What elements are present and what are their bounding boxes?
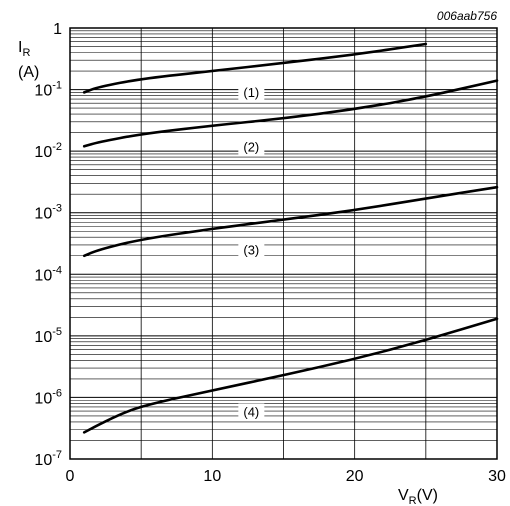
curve-labels: (1) (2) (3) (4) <box>238 84 265 421</box>
curve-line <box>82 79 499 148</box>
x-axis-symbol: V <box>398 487 409 504</box>
y-tick-label: 10-7 <box>34 449 62 469</box>
curve-label-bg <box>238 138 265 156</box>
y-tick-base: 1 <box>53 21 62 38</box>
y-tick-label: 10-5 <box>34 326 62 346</box>
y-tick-base: 10 <box>34 329 52 346</box>
y-tick-exponent: -6 <box>52 387 62 399</box>
y-tick-base: 10 <box>34 206 52 223</box>
x-tick-label: 10 <box>203 468 221 485</box>
y-tick-exponent: -4 <box>52 264 62 276</box>
y-tick-label: 10-6 <box>34 387 62 407</box>
figure-code: 006aab756 <box>437 9 497 23</box>
curve-label-bg <box>238 84 265 102</box>
y-tick-base: 10 <box>34 144 52 161</box>
y-tick-base: 10 <box>34 390 52 407</box>
y-tick-exponent: -3 <box>52 203 62 215</box>
y-tick-labels: 110-110-210-310-410-510-610-7 <box>34 21 62 469</box>
y-tick-exponent: -7 <box>52 449 62 461</box>
curve-label: (1) <box>243 85 259 100</box>
y-tick-label: 10-4 <box>34 264 62 284</box>
curve-label-bg <box>238 241 265 259</box>
x-tick-label: 30 <box>488 468 506 485</box>
y-axis-unit: (A) <box>18 64 39 81</box>
y-tick-label: 10-2 <box>34 141 62 161</box>
curve-label: (4) <box>243 404 259 419</box>
x-axis-unit: (V) <box>417 487 438 504</box>
y-tick-label: 10-3 <box>34 203 62 223</box>
y-tick-label: 10-1 <box>34 80 62 100</box>
curve-line <box>82 185 499 258</box>
x-tick-labels: 0 10 20 30 <box>66 468 506 485</box>
curves <box>82 42 499 434</box>
plot-frame <box>69 27 498 460</box>
y-tick-base: 10 <box>34 452 52 469</box>
y-tick-base: 10 <box>34 83 52 100</box>
y-axis-subscript: R <box>22 47 30 59</box>
x-axis-subscript: R <box>409 495 417 506</box>
curve-line <box>82 317 499 434</box>
y-axis-symbol: I <box>18 39 22 56</box>
y-tick-base: 10 <box>34 267 52 284</box>
y-tick-exponent: -2 <box>52 141 62 153</box>
y-tick-exponent: -5 <box>52 326 62 338</box>
curve-label: (2) <box>243 140 259 155</box>
y-axis-title: IR <box>18 39 30 59</box>
x-tick-label: 20 <box>346 468 364 485</box>
x-tick-label: 0 <box>66 468 75 485</box>
curve-label-bg <box>238 403 265 421</box>
y-tick-exponent: -1 <box>52 80 62 92</box>
x-axis-title: VR(V) <box>398 487 438 506</box>
curve-label: (3) <box>243 243 259 258</box>
y-tick-label: 1 <box>53 21 62 38</box>
curve-line <box>82 42 428 94</box>
